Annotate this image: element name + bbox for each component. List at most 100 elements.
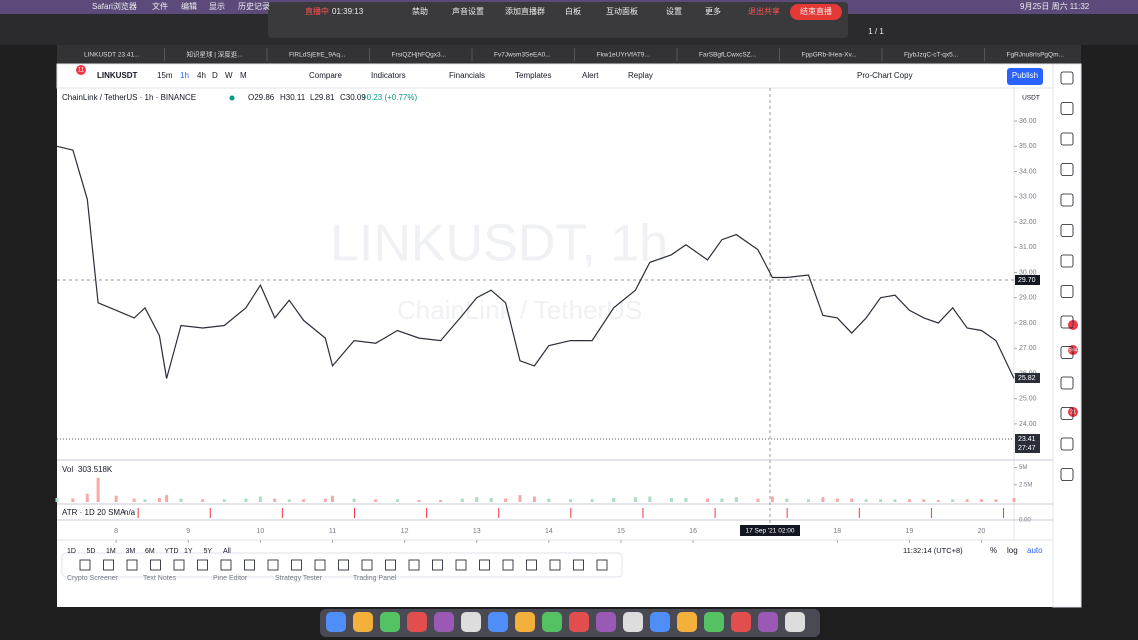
drawing-tool[interactable] (126, 559, 138, 571)
publish[interactable]: Publish (1012, 71, 1038, 80)
sidebar-icon[interactable] (1060, 102, 1074, 115)
interval[interactable]: W (225, 71, 233, 80)
sidebar-icon[interactable] (1060, 407, 1074, 420)
drawing-tool[interactable] (244, 559, 255, 571)
menu-item[interactable]: 文件 (152, 1, 168, 11)
dock-icon[interactable] (758, 612, 778, 632)
toolbar-button[interactable]: Templates (515, 71, 551, 80)
browser-tab[interactable]: FarSBgfLCwxcSZ... (699, 52, 756, 59)
browser-tab[interactable]: Fkw1eUYrVfAT9... (597, 52, 651, 59)
drawing-tool[interactable] (197, 559, 208, 571)
sidebar-icon[interactable] (1060, 437, 1074, 451)
drawing-tool[interactable] (432, 559, 443, 571)
sidebar-icon[interactable] (1060, 285, 1074, 298)
dock-icon[interactable] (542, 612, 562, 632)
drawing-tool[interactable] (267, 559, 279, 571)
sidebar-icon[interactable] (1060, 315, 1074, 329)
symbol[interactable]: LINKUSDT (97, 71, 138, 80)
dock-icon[interactable] (461, 612, 481, 632)
range-button[interactable]: 5D (87, 548, 96, 555)
browser-tab[interactable]: FrsiQZHjhFQgx3... (392, 52, 447, 59)
browser-tab[interactable]: 知识星球 | 深度逛... (187, 50, 243, 59)
browser-tab[interactable]: LINKUSDT 23.41... (84, 52, 140, 59)
meeting-tool[interactable]: 禁助 (412, 6, 428, 16)
bottom-tab[interactable]: Text Notes (143, 575, 177, 582)
dock-icon[interactable] (434, 612, 454, 632)
drawing-tool[interactable] (103, 559, 114, 571)
drawing-tool[interactable] (479, 559, 490, 571)
meeting-tool[interactable]: 白板 (565, 6, 581, 16)
sidebar-icon[interactable] (1060, 468, 1074, 481)
bottom-tab[interactable]: Strategy Tester (275, 575, 323, 582)
dock-icon[interactable] (353, 612, 373, 632)
drawing-tool[interactable] (150, 559, 161, 571)
drawing-tool[interactable] (502, 559, 514, 571)
range-button[interactable]: 1M (106, 548, 116, 555)
dock-icon[interactable] (731, 612, 751, 632)
dock-icon[interactable] (785, 612, 805, 632)
dock-icon[interactable] (488, 612, 508, 632)
interval[interactable]: M (240, 71, 247, 80)
drawing-toolbar[interactable] (61, 552, 623, 578)
menu-item[interactable]: 编辑 (181, 1, 197, 11)
dock-icon[interactable] (515, 612, 535, 632)
end-live-button[interactable] (790, 4, 842, 20)
drawing-tool[interactable] (455, 559, 467, 571)
menu-item[interactable]: 历史记录 (238, 1, 270, 11)
sidebar-icon[interactable] (1060, 224, 1074, 237)
range-button[interactable]: YTD (165, 548, 179, 555)
browser-tab[interactable]: FgRJnu8rIsPgQm... (1007, 52, 1065, 59)
drawing-tool[interactable] (338, 559, 349, 571)
toolbar-button[interactable]: Financials (449, 71, 485, 80)
bottom-tab[interactable]: Trading Panel (353, 575, 397, 582)
drawing-tool[interactable] (573, 559, 584, 571)
bottom-tab[interactable]: Pine Editor (213, 575, 248, 582)
drawing-tool[interactable] (526, 559, 537, 571)
sidebar-icon[interactable] (1060, 193, 1074, 207)
drawing-tool[interactable] (220, 559, 232, 571)
meeting-tool[interactable]: 互动面板 (606, 6, 638, 16)
layout-name[interactable]: Pro-Chart Copy (857, 71, 913, 80)
sidebar-icon[interactable] (1060, 346, 1074, 359)
drawing-tool[interactable] (173, 559, 185, 571)
range-button[interactable]: 3M (126, 548, 136, 555)
sidebar-icon[interactable] (1060, 71, 1074, 85)
interval[interactable]: 15m (157, 71, 173, 80)
drawing-tool[interactable] (408, 559, 420, 571)
meeting-tool[interactable]: 设置 (666, 6, 682, 16)
percent-toggle[interactable]: % (990, 546, 997, 555)
bottom-tab[interactable]: Crypto Screener (67, 575, 119, 582)
sidebar-icon[interactable] (1060, 132, 1074, 146)
meeting-tool[interactable]: 添加直播群 (505, 6, 545, 16)
interval[interactable]: 1h (180, 71, 189, 80)
drawing-tool[interactable] (596, 559, 608, 571)
drawing-tool[interactable] (385, 559, 396, 571)
range-button[interactable]: 1D (67, 548, 76, 555)
meeting-tool[interactable]: 更多 (705, 6, 721, 16)
dock-icon[interactable] (569, 612, 589, 632)
auto-toggle[interactable]: auto (1027, 546, 1043, 555)
browser-tab[interactable]: Fv7Jwsm3SeEA0... (494, 52, 551, 59)
toolbar-button[interactable]: Replay (628, 71, 653, 80)
dock-icon[interactable] (650, 612, 670, 632)
toolbar-button[interactable]: Alert (582, 71, 599, 80)
menu-item[interactable]: 显示 (209, 2, 225, 11)
menu-item[interactable]: Safari浏览器 (92, 1, 137, 11)
interval[interactable]: 4h (197, 71, 206, 80)
browser-tab[interactable]: FlRLdSjEfrE_9Aq... (289, 52, 346, 59)
publish-button[interactable] (1007, 68, 1043, 85)
drawing-tool[interactable] (361, 559, 373, 571)
sidebar-icon[interactable] (1060, 163, 1074, 176)
dock-icon[interactable] (380, 612, 400, 632)
toolbar-button[interactable]: Indicators (371, 71, 406, 80)
drawing-tool[interactable] (314, 559, 326, 571)
dock-icon[interactable] (704, 612, 724, 632)
stop-share[interactable]: 退出共享 (748, 6, 780, 16)
sidebar-icon[interactable] (1060, 376, 1074, 390)
log-toggle[interactable]: log (1007, 546, 1018, 555)
interval[interactable]: D (212, 71, 218, 80)
dock-icon[interactable] (326, 612, 346, 632)
browser-tab[interactable]: FjybJzqC-cT-qx5... (904, 52, 958, 59)
end-live[interactable]: 结束直播 (800, 6, 832, 16)
dock-icon[interactable] (677, 612, 697, 632)
